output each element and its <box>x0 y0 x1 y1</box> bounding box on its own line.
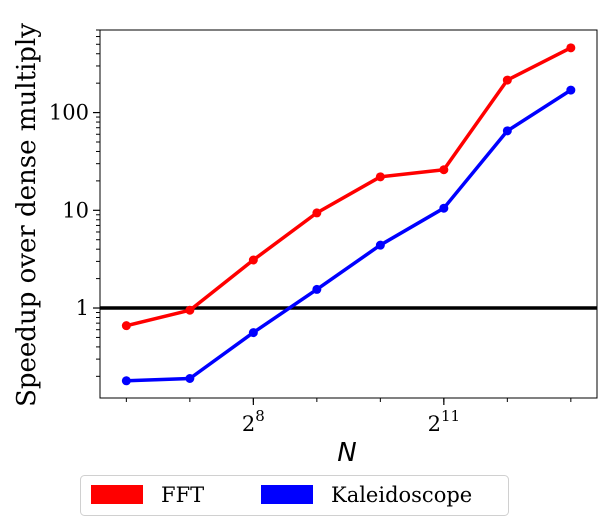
data-point <box>248 255 258 265</box>
plot-frame <box>99 29 598 399</box>
data-point <box>185 305 195 315</box>
legend-swatch <box>261 485 313 504</box>
data-point <box>566 85 576 95</box>
plot-area <box>99 29 598 399</box>
series-fft <box>121 43 576 331</box>
data-point <box>312 208 322 218</box>
x-axis: 28 211 <box>125 398 572 436</box>
data-point <box>502 126 512 136</box>
data-point <box>312 284 322 294</box>
data-point <box>248 328 258 338</box>
y-tick-label: 100 <box>49 101 89 125</box>
series-line <box>126 88 572 383</box>
legend-label: Kaleidoscope <box>331 483 472 507</box>
data-point <box>375 172 385 182</box>
data-point <box>439 203 449 213</box>
legend: FFT Kaleidoscope <box>80 475 509 516</box>
data-point <box>121 376 131 386</box>
data-point <box>439 165 449 175</box>
y-axis: 1 10 100 <box>49 29 100 377</box>
x-tick-label: 211 <box>428 407 460 436</box>
legend-swatch <box>91 485 143 504</box>
legend-entry-kaleidoscope: Kaleidoscope <box>261 483 472 507</box>
series-layer <box>121 43 576 386</box>
data-point <box>566 43 576 53</box>
y-tick-label: 10 <box>62 198 89 222</box>
legend-entry-fft: FFT <box>91 483 204 507</box>
y-axis-title: Speedup over dense multiply <box>12 23 42 407</box>
y-tick-label: 1 <box>76 296 89 320</box>
data-point <box>121 321 131 331</box>
data-point <box>502 75 512 85</box>
legend-label: FFT <box>161 483 204 507</box>
data-point <box>185 373 195 383</box>
x-axis-title: N <box>337 438 356 468</box>
series-line <box>125 46 572 328</box>
x-tick-label: 28 <box>242 407 265 436</box>
data-point <box>375 240 385 250</box>
series-kaleidoscope <box>121 85 576 386</box>
